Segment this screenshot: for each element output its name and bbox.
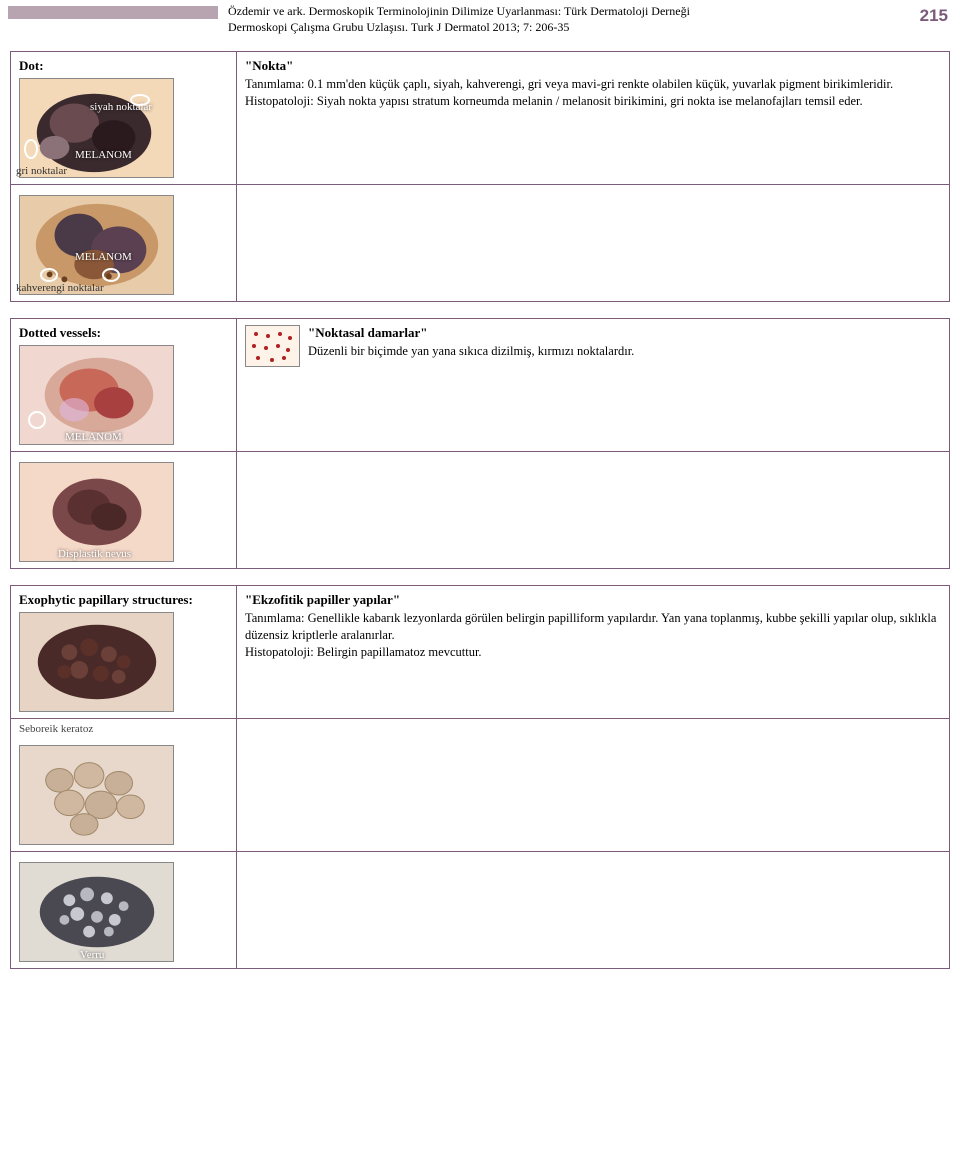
page-header: Özdemir ve ark. Dermoskopik Terminolojin… — [0, 0, 960, 43]
figure-ex-1 — [19, 612, 174, 712]
overlay-melanom-2: MELANOM — [75, 251, 132, 263]
figure-ex-3: Verru — [19, 862, 174, 962]
term-tr-dot: "Nokta" — [245, 58, 941, 74]
term-en-dv: Dotted vessels: — [19, 325, 228, 341]
entry-dot-right-2 — [237, 185, 950, 302]
entry-ex-left-3: Verru — [11, 852, 237, 969]
page-number: 215 — [920, 4, 952, 26]
body-dot: Tanımlama: 0.1 mm'den küçük çaplı, siyah… — [245, 76, 941, 110]
entry-dot: Dot: siyah noktalar MELANOM gri noktalar — [10, 51, 950, 302]
entry-dot-left: Dot: siyah noktalar MELANOM gri noktalar — [11, 52, 237, 185]
overlay-melanom-1: MELANOM — [75, 149, 132, 161]
header-citation: Özdemir ve ark. Dermoskopik Terminolojin… — [228, 4, 910, 35]
entry-dv-right-2 — [237, 452, 950, 569]
figure-dot-2: MELANOM kahverengi noktalar — [19, 195, 174, 295]
entry-dot-right: "Nokta" Tanımlama: 0.1 mm'den küçük çapl… — [237, 52, 950, 185]
overlay-kahverengi-noktalar: kahverengi noktalar — [16, 282, 104, 294]
entry-ex-left: Exophytic papillary structures: — [11, 586, 237, 719]
header-color-bar — [8, 6, 218, 19]
entry-dot-left-2: MELANOM kahverengi noktalar — [11, 185, 237, 302]
term-en-dot: Dot: — [19, 58, 228, 74]
overlay-verru: Verru — [80, 949, 104, 961]
page-content: Dot: siyah noktalar MELANOM gri noktalar — [0, 43, 960, 995]
icon-red-dots — [245, 325, 300, 367]
citation-line-2: Dermoskopi Çalışma Grubu Uzlaşısı. Turk … — [228, 20, 569, 34]
entry-exophytic: Exophytic papillary structures: — [10, 585, 950, 969]
figure-dv-1: MELANOM — [19, 345, 174, 445]
entry-ex-right: "Ekzofitik papiller yapılar" Tanımlama: … — [237, 586, 950, 719]
term-en-ex: Exophytic papillary structures: — [19, 592, 228, 608]
term-tr-dv: "Noktasal damarlar" — [308, 325, 941, 341]
entry-dv-left-2: Displastik nevus — [11, 452, 237, 569]
entry-dv-right: "Noktasal damarlar" Düzenli bir biçimde … — [237, 319, 950, 452]
entry-dv-left: Dotted vessels: MELANOM — [11, 319, 237, 452]
entry-ex-right-2 — [237, 719, 950, 852]
entry-dotted-vessels: Dotted vessels: MELANOM — [10, 318, 950, 569]
overlay-displastik-nevus: Displastik nevus — [58, 548, 131, 560]
figure-dv-2: Displastik nevus — [19, 462, 174, 562]
entry-ex-left-2: Seboreik keratoz — [11, 719, 237, 852]
figure-ex-2 — [19, 745, 174, 845]
body-ex: Tanımlama: Genellikle kabarık lezyonlard… — [245, 610, 941, 661]
term-tr-ex: "Ekzofitik papiller yapılar" — [245, 592, 941, 608]
citation-line-1: Özdemir ve ark. Dermoskopik Terminolojin… — [228, 4, 690, 18]
overlay-melanom-3: MELANOM — [65, 431, 122, 443]
entry-ex-right-3 — [237, 852, 950, 969]
overlay-gri-noktalar: gri noktalar — [16, 165, 67, 177]
body-dv: Düzenli bir biçimde yan yana sıkıca dizi… — [308, 343, 941, 360]
overlay-seboreik-keratoz: Seboreik keratoz — [19, 723, 93, 735]
figure-dot-1: siyah noktalar MELANOM gri noktalar — [19, 78, 174, 178]
